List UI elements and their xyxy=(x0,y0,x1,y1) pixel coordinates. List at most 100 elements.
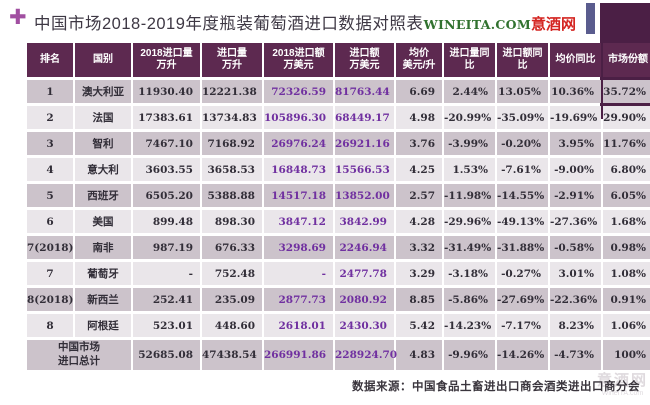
value-cell: 6.05% xyxy=(603,184,650,207)
value-cell: 3842.99 xyxy=(335,210,394,233)
value-cell: -7.17% xyxy=(497,314,548,337)
rank-cell: 7(2018) xyxy=(27,236,73,259)
value-cell: -0.20% xyxy=(497,132,548,155)
value-cell: 13852.00 xyxy=(335,184,394,207)
value-cell: 523.01 xyxy=(133,314,200,337)
total-value-cell: 52685.08 xyxy=(133,340,200,370)
value-cell: -2.91% xyxy=(550,184,601,207)
value-cell: -7.61% xyxy=(497,158,548,181)
value-cell: 17383.61 xyxy=(133,106,200,129)
rank-cell: 2 xyxy=(27,106,73,129)
value-cell: 2430.30 xyxy=(335,314,394,337)
value-cell: 0.91% xyxy=(603,288,650,311)
total-value-cell: -9.96% xyxy=(444,340,495,370)
value-cell: 252.41 xyxy=(133,288,200,311)
table-row: 2 法国 17383.61 13734.83 105896.30 68449.17 4.98… xyxy=(27,106,650,129)
value-cell: 235.09 xyxy=(202,288,262,311)
watermark: 意酒网 WineITA.com xyxy=(597,372,648,398)
rank-cell: 8(2018) xyxy=(27,288,73,311)
value-cell: -19.69% xyxy=(550,106,601,129)
value-cell: 16848.73 xyxy=(264,158,333,181)
value-cell: 6.80% xyxy=(603,158,650,181)
import-data-table-wrap: 排名 国别 2018进口量 万升 进口量 万升 2018进口额 万美元 进口额 万美元 均价… xyxy=(25,40,650,373)
value-cell: -0.27% xyxy=(497,262,548,285)
page-title: 中国市场2018-2019年度瓶装葡萄酒进口数据对照表 xyxy=(34,15,424,33)
table-row: 7 葡萄牙 -752.48-2477.78 3.29 -3.18% -0.27% 3.01%… xyxy=(27,262,650,285)
value-cell: 7467.10 xyxy=(133,132,200,155)
value-cell: 3658.53 xyxy=(202,158,262,181)
value-cell: -35.09% xyxy=(497,106,548,129)
value-cell: 3847.12 xyxy=(264,210,333,233)
watermark-english: WineITA.com xyxy=(601,390,644,397)
column-header: 进口额同 比 xyxy=(497,43,548,77)
table-row: 8(2018) 新西兰 252.41 235.09 2877.73 2080.92 8.85… xyxy=(27,288,650,311)
value-cell: 3603.55 xyxy=(133,158,200,181)
plus-icon: ✚ xyxy=(9,5,27,29)
value-cell: 6505.20 xyxy=(133,184,200,207)
country-cell: 阿根廷 xyxy=(75,314,131,337)
value-cell: 12221.38 xyxy=(202,80,262,103)
value-cell: 14517.18 xyxy=(264,184,333,207)
value-cell: -5.86% xyxy=(444,288,495,311)
country-cell: 智利 xyxy=(75,132,131,155)
total-value-cell: -4.73% xyxy=(550,340,601,370)
value-cell: -0.58% xyxy=(550,236,601,259)
value-cell: - xyxy=(133,262,200,285)
value-cell: 5388.88 xyxy=(202,184,262,207)
country-cell: 美国 xyxy=(75,210,131,233)
value-cell: 7168.92 xyxy=(202,132,262,155)
value-cell: 5.42 xyxy=(396,314,442,337)
import-data-table: 排名 国别 2018进口量 万升 进口量 万升 2018进口额 万美元 进口额 万美元 均价… xyxy=(25,40,650,373)
value-cell: 26921.16 xyxy=(335,132,394,155)
rank-cell: 4 xyxy=(27,158,73,181)
rank-cell: 8 xyxy=(27,314,73,337)
value-cell: -20.99% xyxy=(444,106,495,129)
value-cell: 10.36% xyxy=(550,80,601,103)
data-source-note: 数据来源：中国食品土畜进出口商会酒类进出口商分会 xyxy=(352,381,640,393)
value-cell: 1.68% xyxy=(603,210,650,233)
value-cell: 13.05% xyxy=(497,80,548,103)
logo-chinese-text: 意酒网 xyxy=(530,15,576,33)
column-header: 国别 xyxy=(75,43,131,77)
rank-cell: 6 xyxy=(27,210,73,233)
rank-cell: 3 xyxy=(27,132,73,155)
value-cell: 4.98 xyxy=(396,106,442,129)
value-cell: -9.00% xyxy=(550,158,601,181)
decorative-bar xyxy=(586,3,595,34)
value-cell: 3.29 xyxy=(396,262,442,285)
total-row: 中国市场 进口总计 52685.08 47438.54 266991.86 228924… xyxy=(27,340,650,370)
country-cell: 澳大利亚 xyxy=(75,80,131,103)
value-cell: 4.25 xyxy=(396,158,442,181)
value-cell: 68449.17 xyxy=(335,106,394,129)
value-cell: 2246.94 xyxy=(335,236,394,259)
country-cell: 西班牙 xyxy=(75,184,131,207)
site-logo: WINEITA.COM意酒网 xyxy=(424,13,576,34)
country-cell: 意大利 xyxy=(75,158,131,181)
rank-cell: 1 xyxy=(27,80,73,103)
table-row: 3 智利 7467.10 7168.92 26976.24 26921.16 3.76 -3.… xyxy=(27,132,650,155)
value-cell: 676.33 xyxy=(202,236,262,259)
country-cell: 新西兰 xyxy=(75,288,131,311)
value-cell: 6.69 xyxy=(396,80,442,103)
total-label-cell: 中国市场 进口总计 xyxy=(27,340,131,370)
rank-cell: 7 xyxy=(27,262,73,285)
total-value-cell: 266991.86 xyxy=(264,340,333,370)
total-value-cell: 100% xyxy=(603,340,650,370)
value-cell: 2877.73 xyxy=(264,288,333,311)
column-header: 2018进口量 万升 xyxy=(133,43,200,77)
watermark-chinese: 意酒网 xyxy=(596,372,648,389)
value-cell: 752.48 xyxy=(202,262,262,285)
value-cell: 899.48 xyxy=(133,210,200,233)
value-cell: 11.76% xyxy=(603,132,650,155)
value-cell: -3.99% xyxy=(444,132,495,155)
column-header: 均价 美元/升 xyxy=(396,43,442,77)
country-cell: 葡萄牙 xyxy=(75,262,131,285)
value-cell: 15566.53 xyxy=(335,158,394,181)
total-value-cell: -14.26% xyxy=(497,340,548,370)
value-cell: 3.01% xyxy=(550,262,601,285)
value-cell: 105896.30 xyxy=(264,106,333,129)
column-header: 进口量 万升 xyxy=(202,43,262,77)
value-cell: 2477.78 xyxy=(335,262,394,285)
value-cell: 898.30 xyxy=(202,210,262,233)
country-cell: 南非 xyxy=(75,236,131,259)
